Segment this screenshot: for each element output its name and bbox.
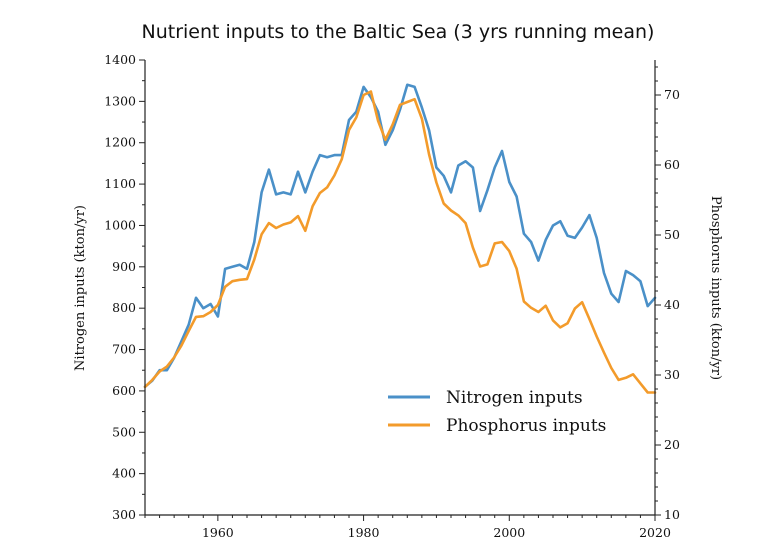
y-tick-label: 300 (112, 507, 136, 522)
y-tick-label: 700 (112, 342, 136, 357)
legend-label-phosphorus: Phosphorus inputs (446, 416, 606, 436)
y2-tick-label: 30 (664, 367, 680, 382)
series-layer (143, 83, 657, 394)
y2-axis-label: Phosphorus inputs (kton/yr) (708, 196, 723, 380)
y2-tick-label: 20 (664, 437, 680, 452)
y-tick-label: 900 (112, 259, 136, 274)
axes-layer: 300 400 500 600 700 800 900 1000 1100 1200 1300 140… (104, 52, 680, 540)
x-tick-label: 1960 (202, 525, 234, 540)
chart-title: Nutrient inputs to the Baltic Sea (3 yrs… (142, 21, 655, 43)
y-axis-label: Nitrogen inputs (kton/yr) (73, 205, 88, 371)
y2-tick-label: 50 (664, 227, 680, 242)
y-tick-label: 1100 (104, 176, 136, 191)
y-tick-label: 1000 (104, 217, 136, 232)
legend-label-nitrogen: Nitrogen inputs (446, 388, 583, 408)
y-tick-label: 1200 (104, 135, 136, 150)
x-tick-label: 1980 (348, 525, 380, 540)
series-line-phosphorus (143, 90, 657, 394)
x-tick-label: 2020 (639, 525, 671, 540)
series-line-nitrogen (143, 83, 657, 389)
x-tick-label: 2000 (493, 525, 525, 540)
y2-tick-label: 10 (664, 507, 680, 522)
y-tick-label: 500 (112, 424, 136, 439)
y-tick-label: 1400 (104, 52, 136, 67)
y-tick-label: 1300 (104, 93, 136, 108)
y2-tick-label: 40 (664, 297, 680, 312)
y-tick-label: 400 (112, 466, 136, 481)
y-tick-label: 600 (112, 383, 136, 398)
y2-tick-label: 70 (664, 87, 680, 102)
y-tick-label: 800 (112, 300, 136, 315)
y2-tick-label: 60 (664, 157, 680, 172)
legend: Nitrogen inputs Phosphorus inputs (388, 388, 606, 436)
